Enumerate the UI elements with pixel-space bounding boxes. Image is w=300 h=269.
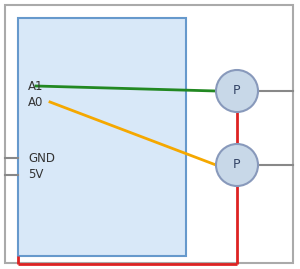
- Bar: [18, 18, 186, 256]
- Text: P: P: [233, 84, 241, 97]
- Text: A1: A1: [28, 80, 44, 93]
- Text: GND: GND: [28, 151, 55, 165]
- Text: A0: A0: [28, 95, 44, 108]
- Circle shape: [216, 144, 258, 186]
- Circle shape: [216, 70, 258, 112]
- Text: 5V: 5V: [28, 168, 44, 182]
- Text: P: P: [233, 158, 241, 172]
